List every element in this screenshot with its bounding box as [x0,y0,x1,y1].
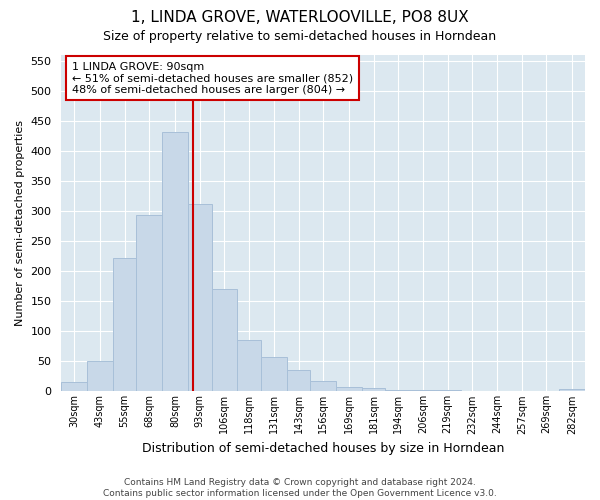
Bar [113,258,136,392]
Bar [212,290,237,392]
Text: Contains HM Land Registry data © Crown copyright and database right 2024.
Contai: Contains HM Land Registry data © Crown c… [103,478,497,498]
Text: 1 LINDA GROVE: 90sqm
← 51% of semi-detached houses are smaller (852)
48% of semi: 1 LINDA GROVE: 90sqm ← 51% of semi-detac… [72,62,353,95]
Bar [533,391,559,392]
Bar [188,204,212,392]
Y-axis label: Number of semi-detached properties: Number of semi-detached properties [15,120,25,326]
Bar [136,216,162,392]
Bar [385,390,411,392]
Text: 1, LINDA GROVE, WATERLOOVILLE, PO8 8UX: 1, LINDA GROVE, WATERLOOVILLE, PO8 8UX [131,10,469,25]
Bar [362,388,385,392]
Bar [162,132,188,392]
Bar [310,380,336,392]
Text: Size of property relative to semi-detached houses in Horndean: Size of property relative to semi-detach… [103,30,497,43]
Bar [287,370,310,392]
Bar [261,357,287,392]
Bar [411,390,435,392]
X-axis label: Distribution of semi-detached houses by size in Horndean: Distribution of semi-detached houses by … [142,442,505,455]
Bar [61,382,87,392]
Bar [435,390,461,392]
Bar [336,386,362,392]
Bar [87,362,113,392]
Bar [237,340,261,392]
Bar [461,391,484,392]
Bar [559,389,585,392]
Bar [484,391,510,392]
